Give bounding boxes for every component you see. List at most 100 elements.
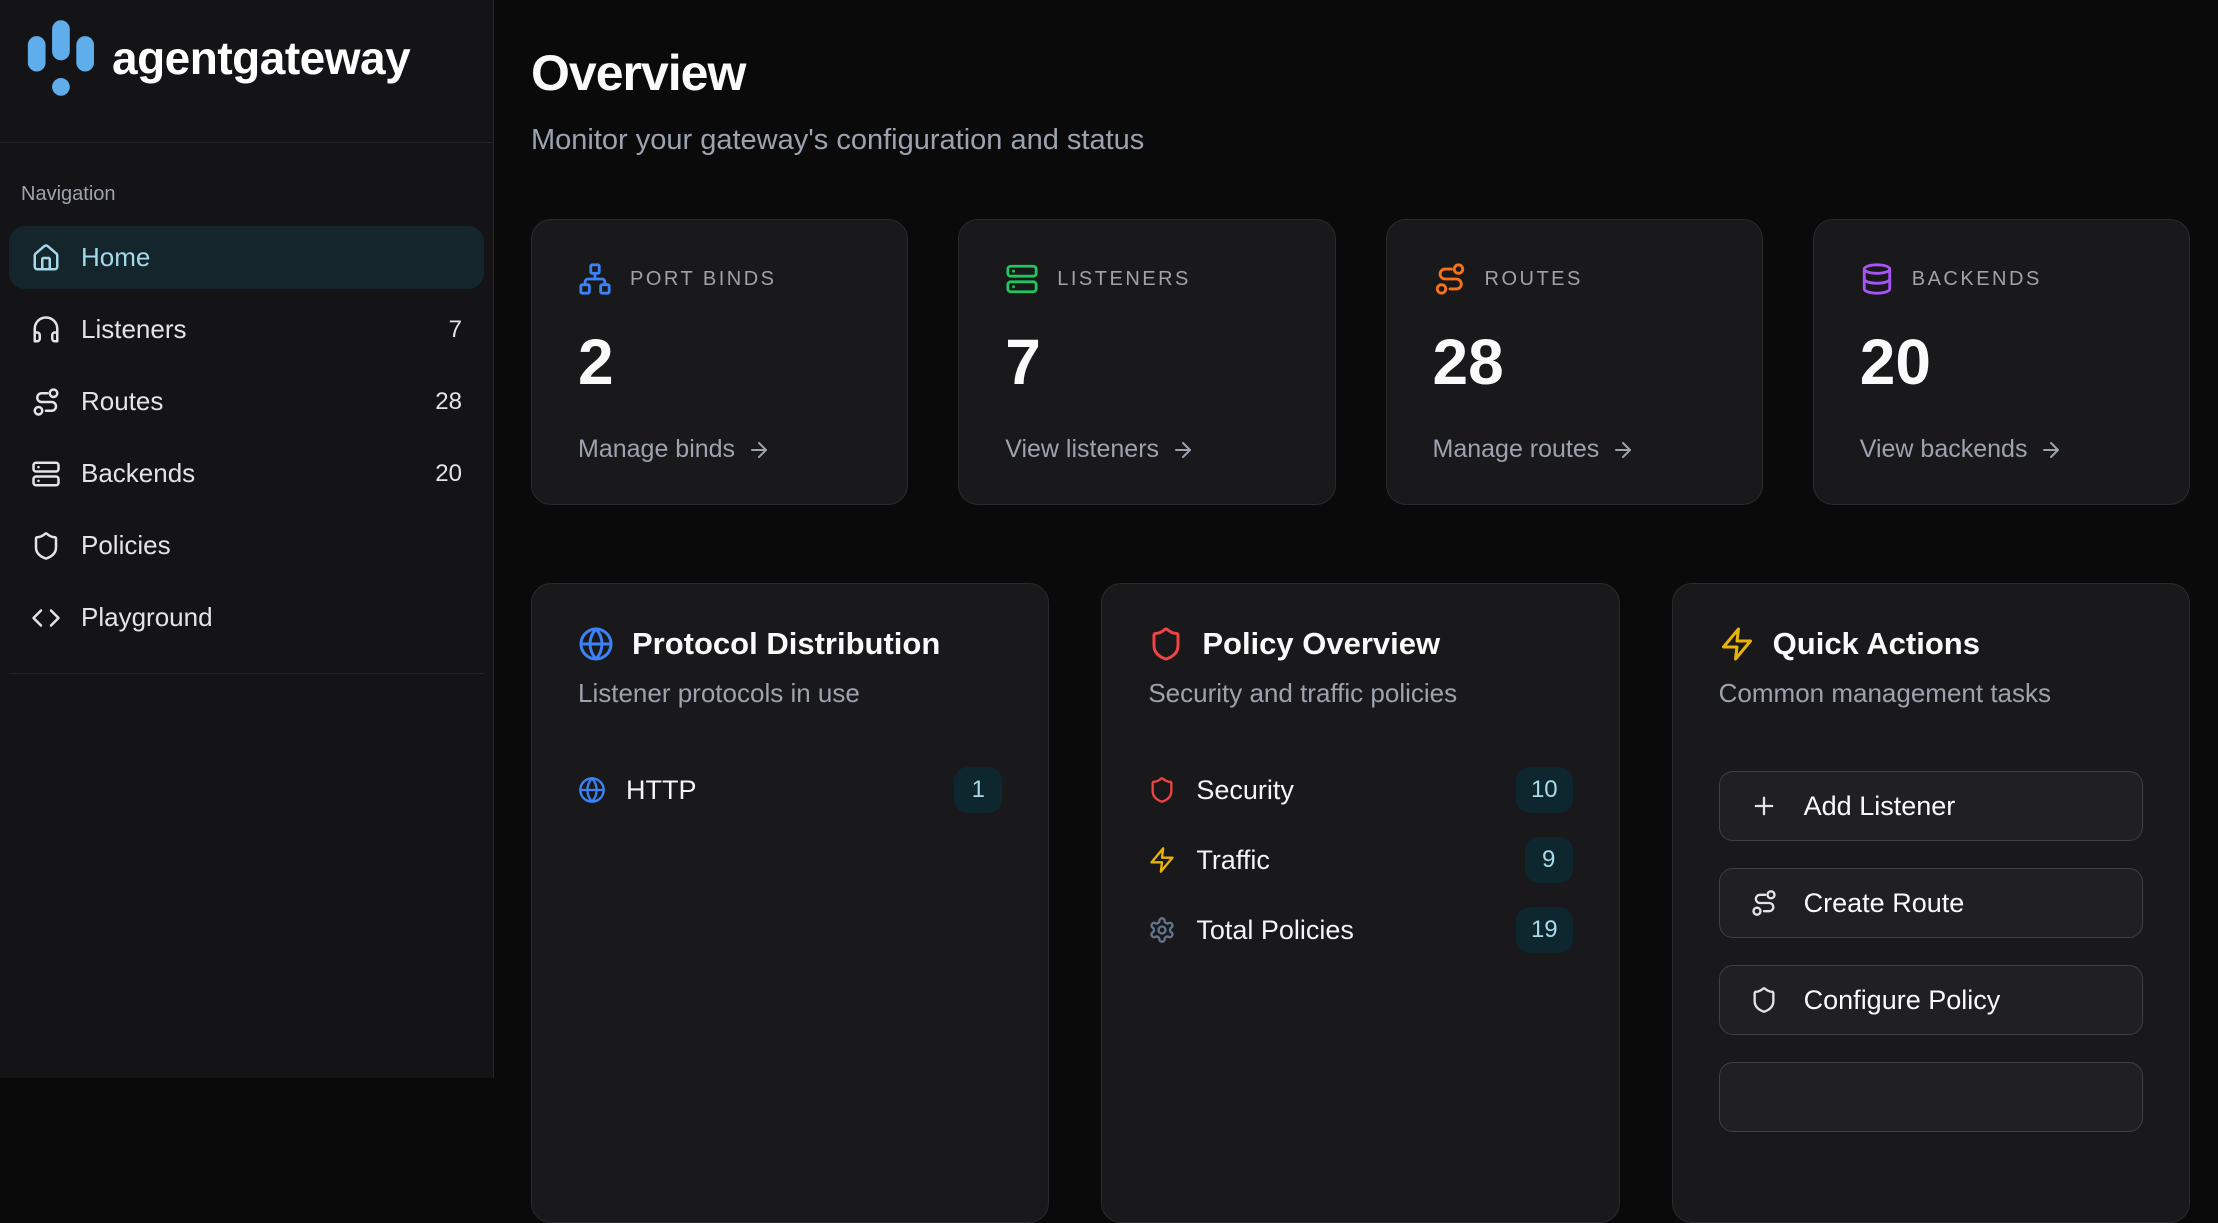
sidebar-nav: Navigation Home Listeners 7 [0, 143, 493, 1078]
panel-header: Policy Overview [1148, 626, 1572, 662]
protocol-label: HTTP [626, 774, 697, 805]
sidebar: agentgateway Navigation Home Listeners 7 [0, 0, 494, 1078]
policy-rows: Security 10 Traffic 9 [1148, 767, 1573, 953]
stat-label: PORT BINDS [630, 267, 777, 290]
shield-icon [1753, 987, 1775, 1013]
sidebar-item-label: Routes [81, 386, 164, 416]
sidebar-count-backends: 20 [435, 459, 462, 487]
policy-overview-card: Policy Overview Security and traffic pol… [1101, 583, 1620, 1223]
zap-icon [1721, 627, 1752, 661]
database-icon [1862, 263, 1891, 295]
network-icon [579, 263, 611, 295]
security-count-badge: 10 [1515, 767, 1573, 813]
button-label: Configure Policy [1803, 984, 2001, 1015]
traffic-count-badge: 9 [1524, 837, 1573, 883]
stat-card-header: PORT BINDS [578, 262, 861, 296]
panel-title: Policy Overview [1202, 626, 1441, 661]
stat-card-port-binds: PORT BINDS 2 Manage binds [531, 219, 909, 505]
plus-icon [1754, 796, 1773, 816]
policy-row-traffic: Traffic 9 [1148, 837, 1573, 883]
stat-card-listeners: LISTENERS 7 View listeners [958, 219, 1336, 505]
arrow-right-icon [751, 441, 768, 458]
stat-link-label: View backends [1859, 435, 2028, 463]
quick-actions-card: Quick Actions Common management tasks Ad… [1671, 583, 2190, 1223]
shield-icon [1152, 627, 1180, 661]
protocol-row-http: HTTP 1 [578, 767, 1003, 813]
agentgateway-logo-icon [27, 20, 95, 96]
stat-link-label: View listeners [1005, 435, 1160, 463]
sidebar-item-backends[interactable]: Backends 20 [9, 442, 484, 505]
view-backends-link[interactable]: View backends [1860, 435, 2143, 464]
panel-title: Protocol Distribution [632, 626, 941, 661]
sidebar-item-label: Listeners [81, 314, 187, 344]
route-icon [1751, 890, 1776, 916]
manage-routes-link[interactable]: Manage routes [1433, 435, 1716, 464]
panel-title: Quick Actions [1772, 626, 1980, 661]
policy-row-total: Total Policies 19 [1148, 907, 1573, 953]
sidebar-item-listeners[interactable]: Listeners 7 [9, 298, 484, 361]
view-listeners-link[interactable]: View listeners [1005, 435, 1288, 464]
button-label: Create Route [1803, 887, 1965, 918]
stat-label: ROUTES [1484, 267, 1583, 290]
policy-label: Security [1196, 774, 1294, 805]
arrow-right-icon [1175, 441, 1192, 458]
zap-icon [1150, 847, 1174, 873]
globe-icon [579, 777, 605, 803]
protocol-distribution-card: Protocol Distribution Listener protocols… [531, 583, 1050, 1223]
server-icon [1006, 264, 1038, 294]
headphones-icon [33, 315, 59, 342]
stat-value: 2 [578, 326, 614, 398]
panel-subtitle: Listener protocols in use [578, 678, 860, 708]
stat-card-header: ROUTES [1433, 262, 1716, 296]
stat-label: BACKENDS [1911, 267, 2042, 290]
sidebar-divider [9, 673, 484, 674]
stat-value: 28 [1432, 326, 1504, 398]
policy-label: Total Policies [1196, 914, 1354, 945]
sidebar-item-home[interactable]: Home [9, 226, 484, 289]
panel-subtitle: Security and traffic policies [1148, 678, 1458, 708]
sidebar-item-label: Backends [81, 458, 196, 488]
globe-icon [579, 627, 613, 661]
sidebar-item-routes[interactable]: Routes 28 [9, 370, 484, 433]
sidebar-item-label: Home [81, 242, 151, 272]
add-listener-button[interactable]: Add Listener [1718, 771, 2143, 841]
shield-icon [1151, 777, 1173, 803]
route-icon [33, 387, 59, 416]
sidebar-count-routes: 28 [435, 387, 462, 415]
route-icon [1435, 263, 1464, 295]
panel-subtitle: Common management tasks [1718, 678, 2052, 708]
main-content: Overview Monitor your gateway's configur… [494, 0, 2218, 1223]
shield-icon [34, 531, 58, 560]
protocol-rows: HTTP 1 [578, 767, 1003, 813]
stat-card-backends: BACKENDS 20 View backends [1812, 219, 2190, 505]
arrow-right-icon [2043, 441, 2060, 458]
home-icon [33, 243, 59, 270]
stat-value: 7 [1005, 326, 1041, 398]
manage-binds-link[interactable]: Manage binds [578, 435, 861, 464]
code-icon [32, 608, 60, 627]
stat-card-header: BACKENDS [1860, 262, 2143, 296]
panel-header: Protocol Distribution [578, 626, 1002, 662]
stat-link-label: Manage binds [578, 435, 736, 463]
server-icon [32, 461, 60, 486]
stat-link-label: Manage routes [1432, 435, 1600, 463]
page-title: Overview [531, 45, 746, 101]
gear-icon [1150, 917, 1174, 943]
nav-section-label: Navigation [21, 183, 116, 205]
button-label: Add Listener [1803, 790, 1956, 821]
sidebar-item-playground[interactable]: Playground [9, 586, 484, 649]
sidebar-item-label: Playground [81, 602, 213, 632]
configure-policy-button[interactable]: Configure Policy [1718, 965, 2143, 1035]
bottom-grid: Protocol Distribution Listener protocols… [531, 583, 2190, 1223]
brand-name: agentgateway [112, 32, 411, 84]
sidebar-count-listeners: 7 [448, 315, 462, 343]
sidebar-item-label: Policies [81, 530, 171, 560]
stat-label: LISTENERS [1057, 267, 1191, 290]
sidebar-item-policies[interactable]: Policies [9, 514, 484, 577]
quick-action-button-partial[interactable] [1718, 1062, 2143, 1132]
create-route-button[interactable]: Create Route [1718, 868, 2143, 938]
page-subtitle: Monitor your gateway's configuration and… [531, 124, 1145, 156]
brand[interactable]: agentgateway [0, 0, 493, 143]
protocol-count-badge: 1 [954, 767, 1003, 813]
panel-header: Quick Actions [1719, 626, 2143, 662]
